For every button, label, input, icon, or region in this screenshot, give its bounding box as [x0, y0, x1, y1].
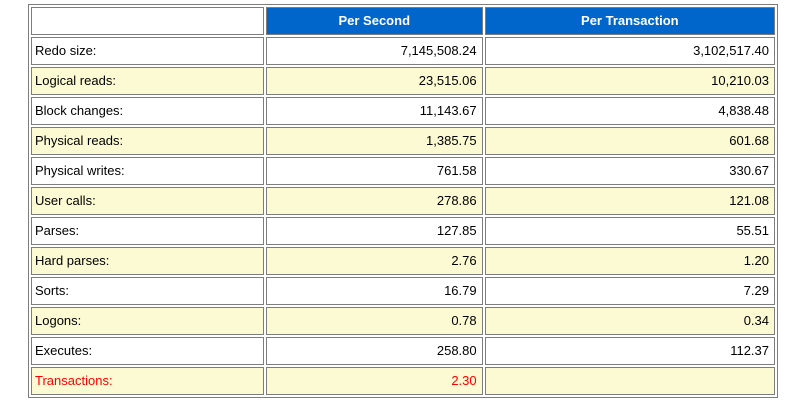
corner-header-cell	[31, 7, 264, 35]
table-row: Logical reads: 23,515.06 10,210.03	[31, 67, 775, 95]
per-transaction-value: 330.67	[484, 157, 775, 185]
per-second-value: 127.85	[265, 217, 483, 245]
per-transaction-value: 112.37	[484, 337, 775, 365]
metric-label: Redo size:	[31, 37, 264, 65]
per-transaction-value: 3,102,517.40	[484, 37, 775, 65]
table-row: Transactions: 2.30	[31, 367, 775, 395]
per-second-value: 761.58	[265, 157, 483, 185]
report-area: Per Second Per Transaction Redo size: 7,…	[28, 4, 778, 398]
per-second-value: 16.79	[265, 277, 483, 305]
table-row: User calls: 278.86 121.08	[31, 187, 775, 215]
metric-label: Transactions:	[31, 367, 264, 395]
column-header-per-transaction: Per Transaction	[484, 7, 775, 35]
per-transaction-value: 4,838.48	[484, 97, 775, 125]
metric-label: User calls:	[31, 187, 264, 215]
metric-label: Hard parses:	[31, 247, 264, 275]
table-row: Hard parses: 2.76 1.20	[31, 247, 775, 275]
metric-label: Executes:	[31, 337, 264, 365]
per-second-value: 0.78	[265, 307, 483, 335]
per-second-value: 7,145,508.24	[265, 37, 483, 65]
per-second-value: 258.80	[265, 337, 483, 365]
per-second-value: 11,143.67	[265, 97, 483, 125]
per-transaction-value: 0.34	[484, 307, 775, 335]
table-row: Sorts: 16.79 7.29	[31, 277, 775, 305]
per-transaction-value: 7.29	[484, 277, 775, 305]
per-second-value: 2.30	[265, 367, 483, 395]
metric-label: Parses:	[31, 217, 264, 245]
metric-label: Physical reads:	[31, 127, 264, 155]
header-row: Per Second Per Transaction	[31, 7, 775, 35]
per-transaction-value: 10,210.03	[484, 67, 775, 95]
metric-label: Block changes:	[31, 97, 264, 125]
metric-label: Logons:	[31, 307, 264, 335]
metric-label: Sorts:	[31, 277, 264, 305]
per-transaction-value: 1.20	[484, 247, 775, 275]
per-transaction-value: 121.08	[484, 187, 775, 215]
table-row: Executes: 258.80 112.37	[31, 337, 775, 365]
per-second-value: 1,385.75	[265, 127, 483, 155]
per-transaction-value	[484, 367, 775, 395]
table-row: Logons: 0.78 0.34	[31, 307, 775, 335]
table-row: Physical writes: 761.58 330.67	[31, 157, 775, 185]
table-row: Redo size: 7,145,508.24 3,102,517.40	[31, 37, 775, 65]
table-row: Block changes: 11,143.67 4,838.48	[31, 97, 775, 125]
per-transaction-value: 601.68	[484, 127, 775, 155]
table-row: Parses: 127.85 55.51	[31, 217, 775, 245]
per-second-value: 2.76	[265, 247, 483, 275]
metric-label: Physical writes:	[31, 157, 264, 185]
per-second-value: 23,515.06	[265, 67, 483, 95]
metric-label: Logical reads:	[31, 67, 264, 95]
load-profile-table: Per Second Per Transaction Redo size: 7,…	[28, 4, 778, 398]
column-header-per-second: Per Second	[265, 7, 483, 35]
table-row: Physical reads: 1,385.75 601.68	[31, 127, 775, 155]
per-transaction-value: 55.51	[484, 217, 775, 245]
per-second-value: 278.86	[265, 187, 483, 215]
